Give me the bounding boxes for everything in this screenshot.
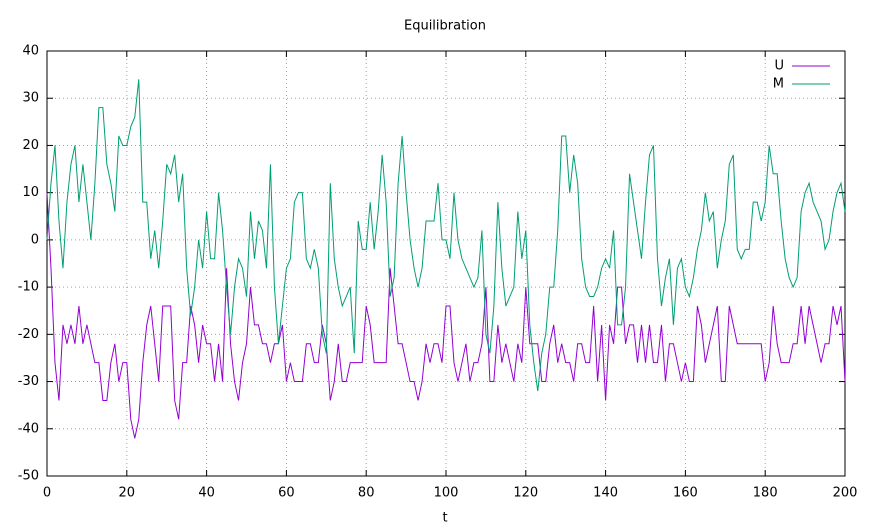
x-axis-label: t [442,511,447,526]
y-tick-label: 40 [22,44,39,59]
x-tick-label: 180 [753,486,778,501]
x-tick-label: 140 [593,486,618,501]
x-tick-label: 40 [198,486,215,501]
legend-label: U [774,59,784,74]
x-tick-label: 160 [673,486,698,501]
x-tick-label: 120 [513,486,538,501]
line-series [46,79,846,392]
y-tick-label: -10 [18,280,39,295]
x-tick-label: 20 [119,486,136,501]
y-tick-label: 30 [22,91,39,106]
legend-label: M [773,77,784,92]
line-series [46,192,846,439]
y-tick-label: -50 [18,469,39,484]
y-tick-label: -30 [18,374,39,389]
y-tick-label: 20 [22,138,39,153]
y-tick-label: -40 [18,421,39,436]
x-tick-label: 80 [358,486,375,501]
y-tick-label: 10 [22,185,39,200]
x-tick-label: 100 [434,486,459,501]
chart-title: Equilibration [404,19,486,34]
x-tick-label: 200 [833,486,858,501]
x-tick-label: 0 [43,486,51,501]
plot-border [46,50,846,477]
x-tick-label: 60 [278,486,295,501]
y-tick-label: -20 [18,327,39,342]
y-tick-label: 0 [31,232,39,247]
